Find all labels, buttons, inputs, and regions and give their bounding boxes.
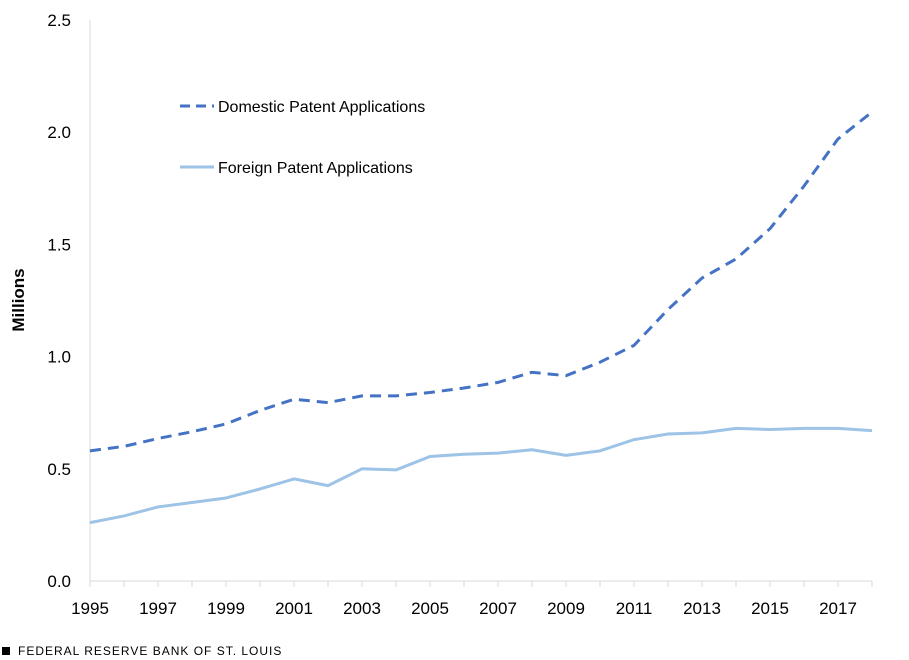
y-tick-label: 1.5 [47, 235, 71, 254]
series-line-domestic [89, 110, 873, 453]
series-layer [89, 110, 873, 525]
x-tick-label: 1999 [207, 599, 245, 618]
legend-label-domestic: Domestic Patent Applications [218, 99, 425, 116]
x-tick-label: 2017 [819, 599, 857, 618]
x-tick-label: 2001 [275, 599, 313, 618]
y-tick-label: 2.5 [47, 11, 71, 30]
x-tick-label: 2005 [411, 599, 449, 618]
y-axis-ticks: 0.0 0.5 1.0 1.5 2.0 2.5 [47, 11, 71, 591]
y-tick-label: 0.0 [47, 572, 71, 591]
x-tick-label: 2007 [479, 599, 517, 618]
series-line-foreign [89, 426, 873, 525]
x-tick-label: 2011 [616, 599, 653, 618]
x-tick-label: 2003 [343, 599, 381, 618]
x-tick-label: 2009 [547, 599, 585, 618]
x-tick-label: 2013 [683, 599, 721, 618]
x-axis-ticks: 1995 1997 1999 2001 2003 2005 2007 2009 2011 2013… [71, 581, 873, 618]
x-tick-label: 2015 [751, 599, 789, 618]
chart-axes [89, 20, 872, 582]
line-chart: 0.0 0.5 1.0 1.5 2.0 2.5 1995 1997 1999 2001 2003 2… [9, 11, 873, 618]
x-tick-label: 1997 [139, 599, 177, 618]
footer: FEDERAL RESERVE BANK OF ST. LOUIS [2, 643, 282, 659]
legend-label-foreign: Foreign Patent Applications [218, 160, 413, 177]
x-tick-label: 1995 [71, 599, 109, 618]
footer-text: FEDERAL RESERVE BANK OF ST. LOUIS [18, 644, 283, 658]
y-tick-label: 0.5 [47, 460, 71, 479]
footer-square-icon [2, 647, 10, 655]
y-tick-label: 2.0 [47, 123, 71, 142]
legend: Domestic Patent Applications Foreign Pate… [180, 99, 425, 177]
y-tick-label: 1.0 [47, 348, 71, 367]
y-axis-title: Millions [9, 268, 28, 331]
